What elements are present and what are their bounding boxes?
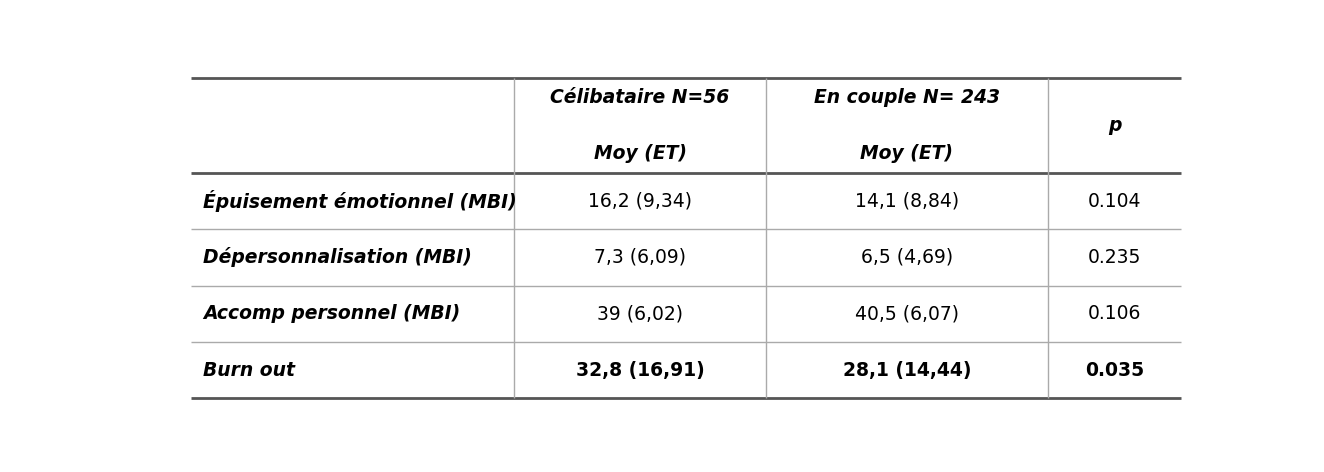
Text: 16,2 (9,34): 16,2 (9,34) <box>588 192 692 211</box>
Text: Dépersonnalisation (MBI): Dépersonnalisation (MBI) <box>204 247 473 268</box>
Text: 7,3 (6,09): 7,3 (6,09) <box>594 248 686 267</box>
Text: Burn out: Burn out <box>204 361 295 379</box>
Text: 0.035: 0.035 <box>1086 361 1144 379</box>
Text: 0.106: 0.106 <box>1088 304 1141 323</box>
Text: p: p <box>1108 116 1121 135</box>
Text: 28,1 (14,44): 28,1 (14,44) <box>842 361 970 379</box>
Text: 39 (6,02): 39 (6,02) <box>597 304 683 323</box>
Text: Accomp personnel (MBI): Accomp personnel (MBI) <box>204 304 461 323</box>
Text: 32,8 (16,91): 32,8 (16,91) <box>576 361 704 379</box>
Text: 0.104: 0.104 <box>1088 192 1141 211</box>
Text: 0.235: 0.235 <box>1088 248 1141 267</box>
Text: 6,5 (4,69): 6,5 (4,69) <box>861 248 953 267</box>
Text: 14,1 (8,84): 14,1 (8,84) <box>855 192 959 211</box>
Text: Épuisement émotionnel (MBI): Épuisement émotionnel (MBI) <box>204 190 518 212</box>
Text: Célibataire N=56

Moy (ET): Célibataire N=56 Moy (ET) <box>551 88 730 163</box>
Text: En couple N= 243

Moy (ET): En couple N= 243 Moy (ET) <box>814 88 1000 163</box>
Text: 40,5 (6,07): 40,5 (6,07) <box>855 304 959 323</box>
